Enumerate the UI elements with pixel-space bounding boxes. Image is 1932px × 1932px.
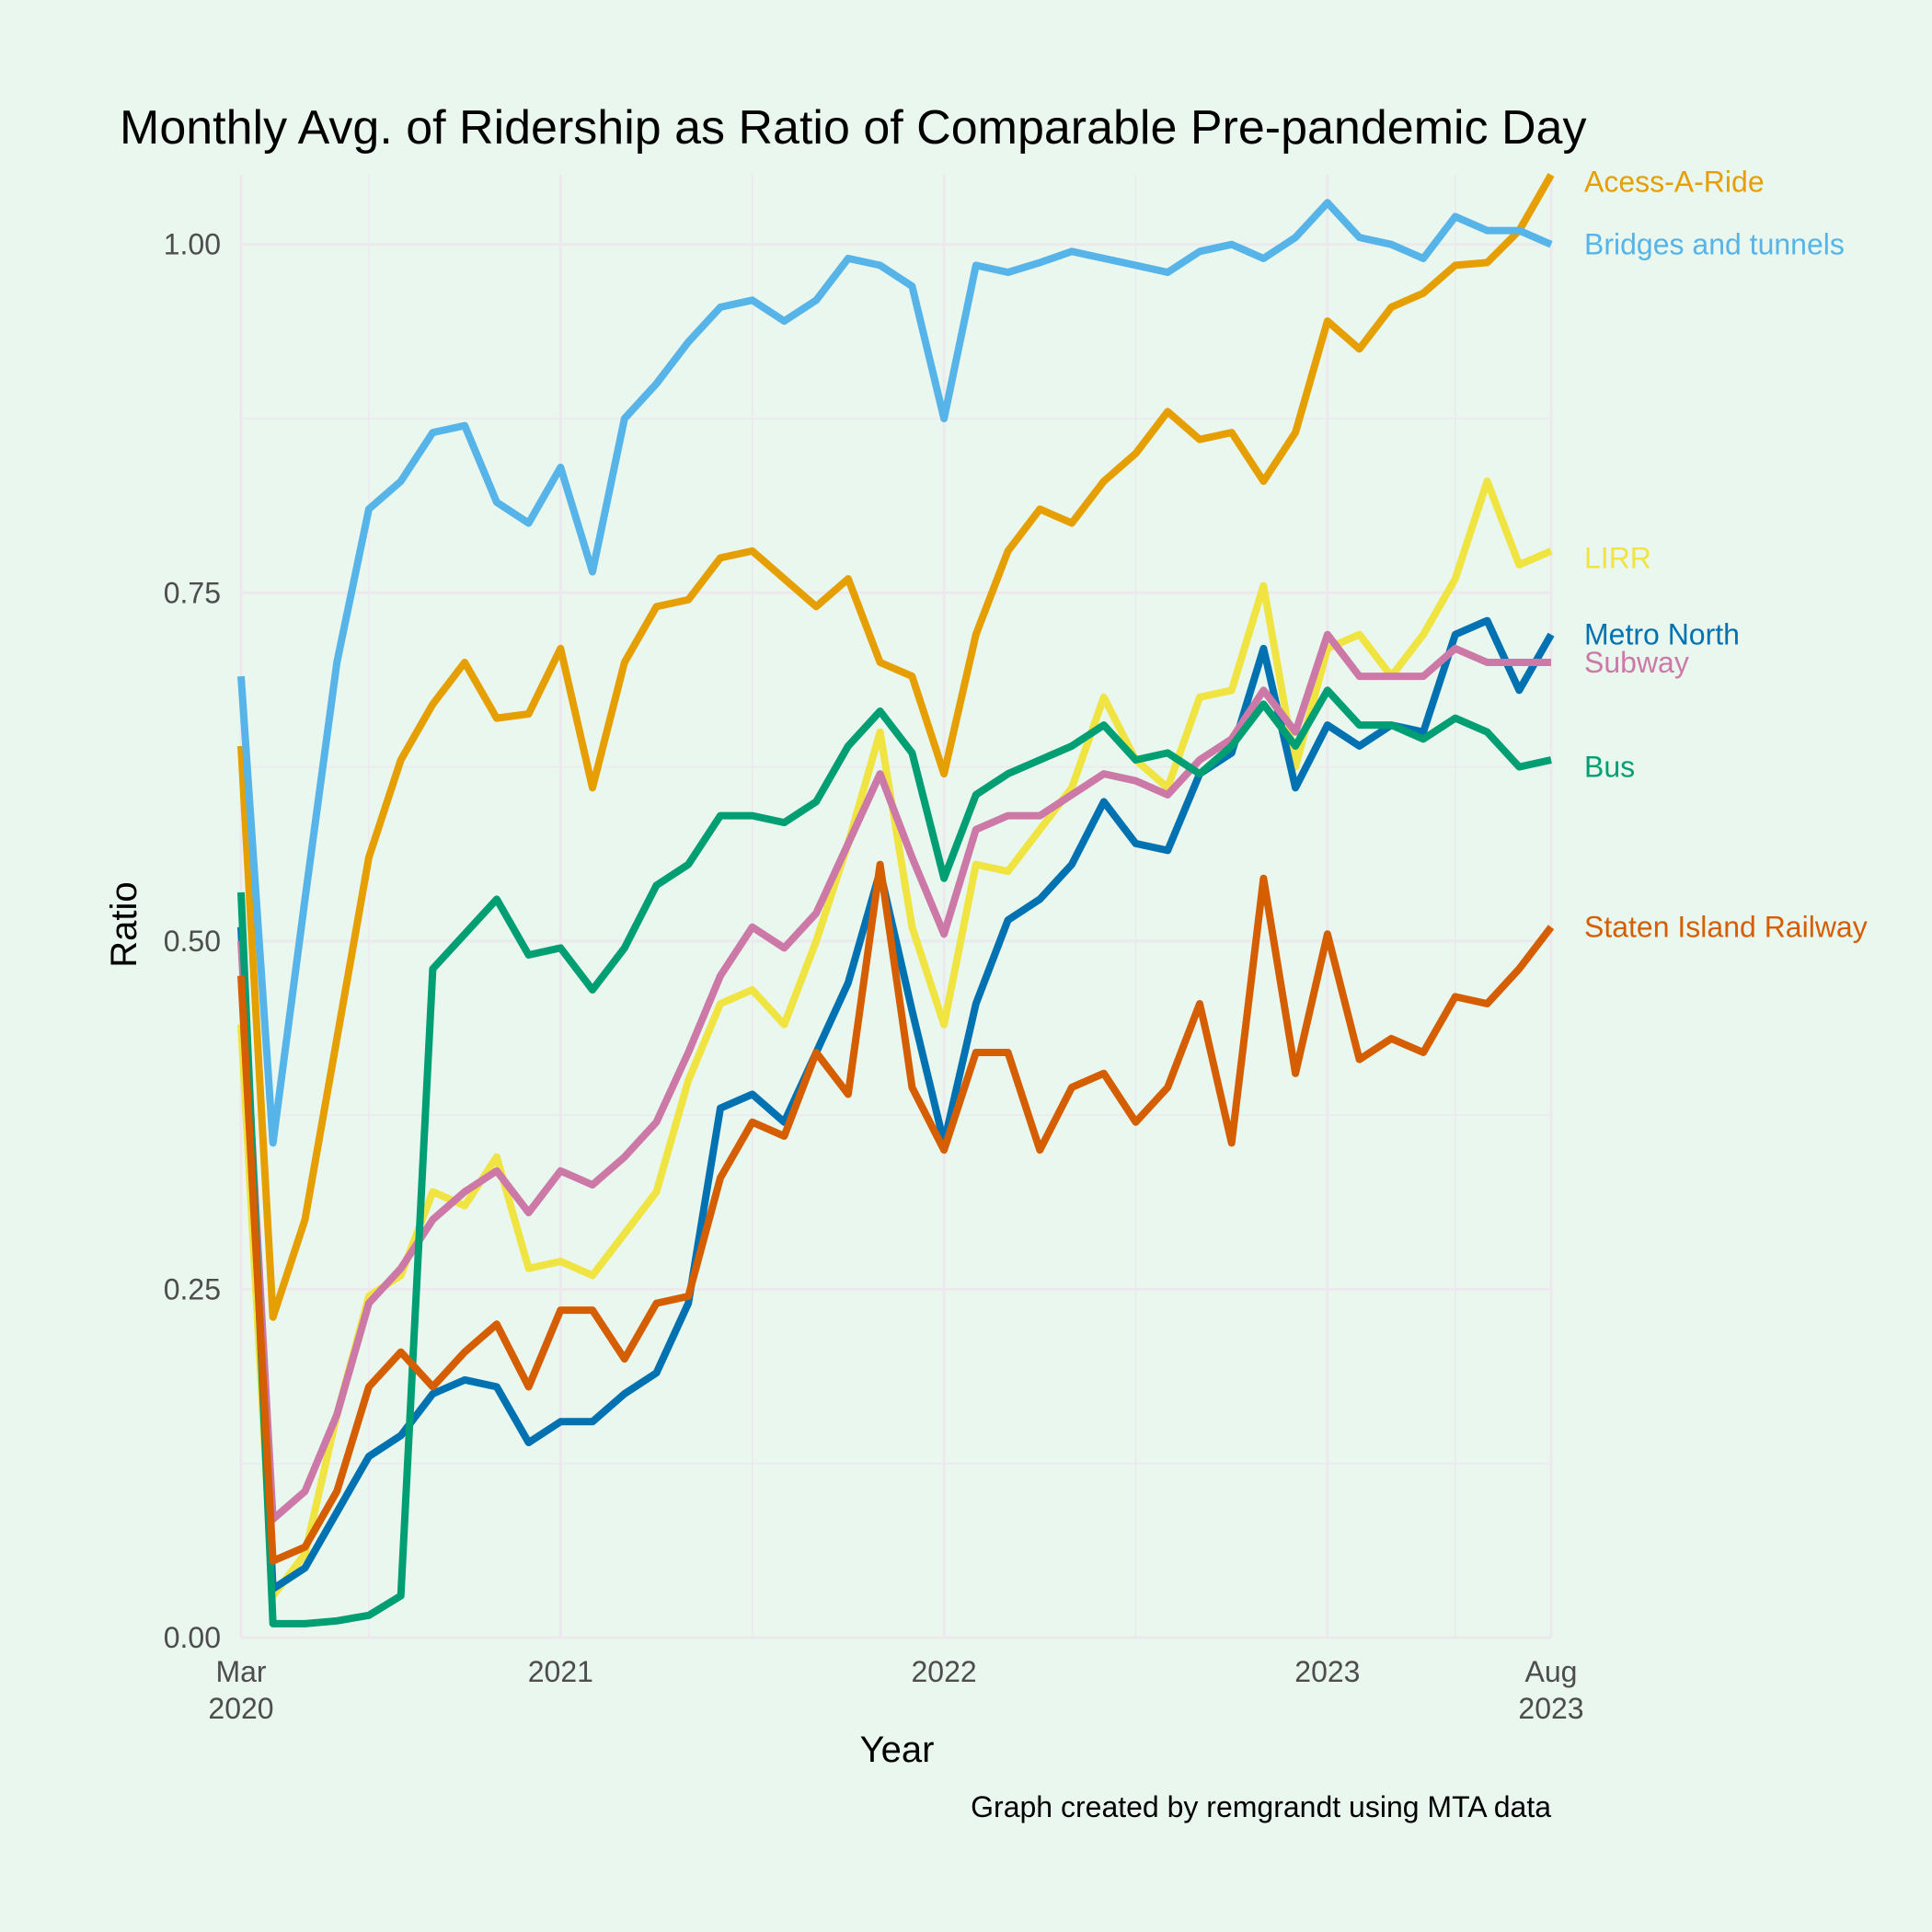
y-tick-label: 1.00	[164, 228, 221, 261]
x-axis-title: Year	[860, 1730, 935, 1770]
series-line	[237, 686, 1552, 1627]
grid	[239, 175, 1553, 1639]
x-tick-label: 2023	[1294, 1655, 1360, 1688]
series-line	[237, 199, 1553, 1147]
series-label: Bridges and tunnels	[1584, 228, 1845, 261]
series-label: Acess-A-Ride	[1584, 166, 1765, 199]
series-label: Subway	[1584, 646, 1689, 679]
series-lines	[237, 173, 1555, 1627]
chart-title: Monthly Avg. of Ridership as Ratio of Co…	[120, 101, 1586, 155]
series-labels: Acess-A-Ride Bridges and tunnels LIRR Metro…	[1584, 166, 1868, 944]
series-label: Staten Island Railway	[1584, 911, 1868, 944]
x-tick-label: Aug	[1525, 1655, 1578, 1688]
x-tick-label: 2020	[208, 1692, 273, 1725]
series-line	[237, 630, 1551, 1524]
series-line	[237, 616, 1555, 1593]
x-axis-ticks: Mar 2020 2021 2022 2023 Aug 2023	[208, 1655, 1583, 1725]
y-tick-label: 0.75	[164, 576, 221, 609]
series-label: LIRR	[1584, 541, 1651, 574]
series-line	[237, 860, 1555, 1565]
series-label: Metro North	[1584, 618, 1740, 651]
series-line	[237, 173, 1555, 1321]
series-label: Bus	[1584, 751, 1635, 784]
chart-caption: Graph created by remgrandt using MTA dat…	[971, 1790, 1551, 1823]
x-tick-label: 2021	[528, 1655, 593, 1688]
x-tick-label: 2022	[912, 1655, 977, 1688]
y-axis-ticks: 0.00 0.25 0.50 0.75 1.00	[164, 228, 221, 1654]
x-tick-label: 2023	[1518, 1692, 1583, 1725]
y-tick-label: 0.50	[164, 925, 221, 958]
y-tick-label: 0.25	[164, 1272, 221, 1305]
y-axis-title: Ratio	[104, 881, 144, 967]
x-tick-label: Mar	[215, 1655, 266, 1688]
y-tick-label: 0.00	[164, 1621, 221, 1654]
